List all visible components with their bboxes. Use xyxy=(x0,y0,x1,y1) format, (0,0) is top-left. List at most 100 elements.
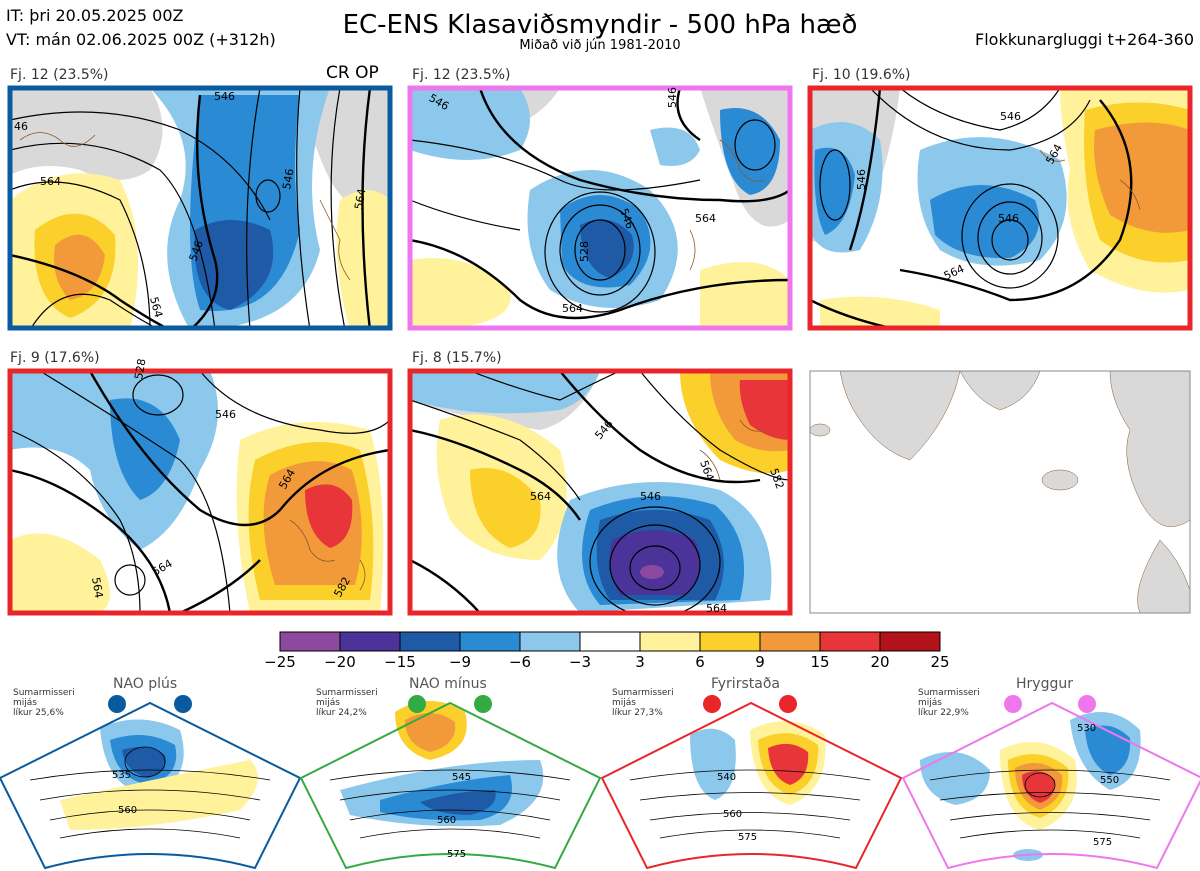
regime-prob: líkur 24,2% xyxy=(316,708,367,718)
fan-contour-label: 575 xyxy=(738,832,757,843)
colorbar-tick-label: −15 xyxy=(384,653,416,671)
contour-label: 546 xyxy=(1000,110,1021,123)
page-title: EC-ENS Klasaviðsmyndir - 500 hPa hæð xyxy=(342,10,858,40)
fan-contour-label: 560 xyxy=(723,809,742,820)
regime-season: Sumarmisseri xyxy=(612,688,674,698)
fan-contour-label: 530 xyxy=(1077,723,1096,734)
panel-5-label: Fj. 8 (15.7%) xyxy=(412,350,502,366)
panel-4-frame xyxy=(7,368,393,616)
colorbar-segment xyxy=(879,631,941,652)
contour-label: 564 xyxy=(706,602,727,615)
regime-2-dot xyxy=(474,695,492,713)
contour-label: 528 xyxy=(132,358,148,381)
colorbar-segment xyxy=(339,631,401,652)
contour-label: 546 xyxy=(215,408,236,421)
classification-window: Flokkunargluggi t+264-360 xyxy=(975,30,1194,49)
subtitle: Miðað við jún 1981-2010 xyxy=(519,38,681,53)
regime-qual: mijás xyxy=(612,698,636,708)
panel-2-map xyxy=(410,88,790,328)
colorbar: −25 −20 −15 −9 −6 −3 3 6 9 15 20 25 xyxy=(264,631,950,671)
regime-3-name: Fyrirstaða xyxy=(711,676,780,692)
fan-contour-label: 535 xyxy=(112,770,131,781)
regime-4-info: Sumarmisseri mijás líkur 22,9% xyxy=(918,688,980,718)
colorbar-segment xyxy=(579,631,641,652)
fan-contour-label: 550 xyxy=(1100,775,1119,786)
regime-4-name: Hryggur xyxy=(1016,676,1073,692)
panel-1-map xyxy=(10,88,390,328)
regime-2-fan xyxy=(299,701,602,870)
regime-1-dot xyxy=(108,695,126,713)
colorbar-tick-label: −25 xyxy=(264,653,296,671)
fan-contour-label: 575 xyxy=(1093,837,1112,848)
contour-label: 564 xyxy=(40,175,61,188)
colorbar-segment xyxy=(459,631,521,652)
regime-prob: líkur 22,9% xyxy=(918,708,969,718)
contour-label: 564 xyxy=(352,188,368,211)
regime-4-dot xyxy=(1004,695,1022,713)
colorbar-segment xyxy=(639,631,701,652)
colorbar-segment xyxy=(519,631,581,652)
colorbar-segment xyxy=(819,631,881,652)
panel-3-label: Fj. 10 (19.6%) xyxy=(812,67,911,83)
fan-contour-label: 560 xyxy=(118,805,137,816)
regime-qual: mijás xyxy=(316,698,340,708)
regime-2-dot xyxy=(408,695,426,713)
contour-label: 546 xyxy=(998,212,1019,225)
fan-contour-label: 560 xyxy=(437,815,456,826)
panel-2-label: Fj. 12 (23.5%) xyxy=(412,67,511,83)
colorbar-tick-label: 9 xyxy=(755,653,765,671)
colorbar-segment xyxy=(759,631,821,652)
contour-label: 546 xyxy=(214,90,235,103)
regime-qual: mijás xyxy=(13,698,37,708)
colorbar-tick-label: −6 xyxy=(509,653,531,671)
panel-4-label: Fj. 9 (17.6%) xyxy=(10,350,100,366)
contour-label: 46 xyxy=(14,120,28,133)
fan-contour-label: 545 xyxy=(452,772,471,783)
regime-prob: líkur 27,3% xyxy=(612,708,663,718)
panel-1-frame xyxy=(7,85,393,331)
regime-1-info: Sumarmisseri mijás líkur 25,6% xyxy=(13,688,75,718)
initial-time: IT: þri 20.05.2025 00Z xyxy=(6,6,184,25)
regime-season: Sumarmisseri xyxy=(918,688,980,698)
colorbar-tick-label: −9 xyxy=(449,653,471,671)
colorbar-segment xyxy=(699,631,761,652)
panel-1-extra: CR OP xyxy=(326,63,379,83)
regime-season: Sumarmisseri xyxy=(13,688,75,698)
colorbar-tick-label: −3 xyxy=(569,653,591,671)
regime-season: Sumarmisseri xyxy=(316,688,378,698)
regime-4-dot xyxy=(1078,695,1096,713)
fan-contour-label: 540 xyxy=(717,772,736,783)
contour-label: 546 xyxy=(280,168,296,191)
panel-1-label: Fj. 12 (23.5%) xyxy=(10,67,109,83)
contour-label: 564 xyxy=(562,302,583,315)
panel-5-frame xyxy=(407,368,793,616)
contour-label: 546 xyxy=(666,87,679,108)
panel-4-map xyxy=(10,371,390,613)
panel-3-frame xyxy=(807,85,1193,331)
contour-label: 528 xyxy=(578,241,591,262)
colorbar-tick-label: 20 xyxy=(870,653,889,671)
colorbar-tick-label: −20 xyxy=(324,653,356,671)
fan-contour-label: 575 xyxy=(447,849,466,860)
regime-2-info: Sumarmisseri mijás líkur 24,2% xyxy=(316,688,378,718)
regime-prob: líkur 25,6% xyxy=(13,708,64,718)
contour-label: 564 xyxy=(695,212,716,225)
contour-label: 564 xyxy=(89,576,105,599)
colorbar-tick-label: 6 xyxy=(695,653,705,671)
valid-time: VT: mán 02.06.2025 00Z (+312h) xyxy=(6,30,276,49)
regime-4-fan xyxy=(901,701,1200,870)
regime-2-name: NAO mínus xyxy=(409,676,487,692)
panel-6-frame xyxy=(809,370,1191,614)
regime-3-dot xyxy=(703,695,721,713)
panel-5-map xyxy=(410,371,790,613)
panel-2-frame xyxy=(407,85,793,331)
regime-3-dot xyxy=(779,695,797,713)
regime-1-dot xyxy=(174,695,192,713)
regime-1-name: NAO plús xyxy=(113,676,178,692)
colorbar-tick-label: 25 xyxy=(930,653,949,671)
colorbar-tick-label: 15 xyxy=(810,653,829,671)
regime-3-fan xyxy=(600,701,903,870)
contour-label: 546 xyxy=(640,490,661,503)
regime-qual: mijás xyxy=(918,698,942,708)
